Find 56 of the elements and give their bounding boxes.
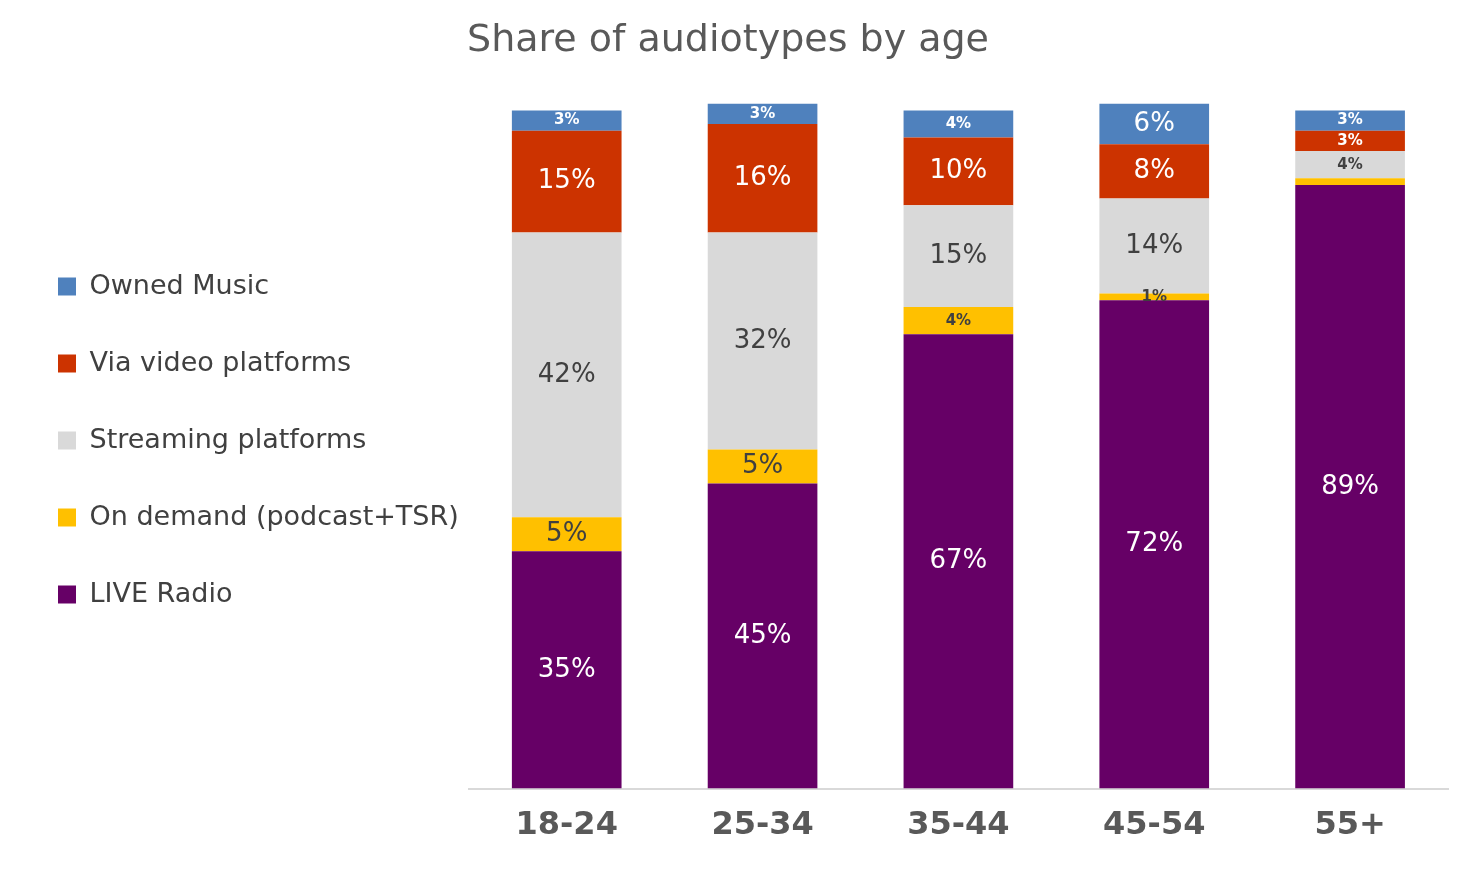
data-label: 3% bbox=[1337, 130, 1363, 149]
bar bbox=[511, 232, 622, 518]
x-tick-label: 25-34 bbox=[711, 804, 814, 843]
data-label: 5% bbox=[741, 449, 784, 480]
x-tick-label: 45-54 bbox=[1103, 804, 1206, 843]
bar bbox=[511, 551, 622, 789]
data-label: 4% bbox=[945, 113, 972, 132]
x-tick-label: 55+ bbox=[1314, 804, 1386, 843]
data-label: 4% bbox=[945, 310, 972, 329]
bar bbox=[707, 483, 818, 789]
bar bbox=[1295, 151, 1405, 179]
bar bbox=[903, 334, 1014, 789]
data-label: 72% bbox=[1125, 527, 1184, 558]
data-label: 10% bbox=[929, 154, 988, 185]
x-tick-label: 18-24 bbox=[515, 804, 618, 843]
bar bbox=[1099, 144, 1210, 199]
data-label: 6% bbox=[1133, 106, 1175, 137]
data-label: 14% bbox=[1125, 228, 1184, 259]
chart-title: Share of audiotypes by age bbox=[467, 15, 989, 60]
bar bbox=[511, 517, 622, 552]
data-label: 5% bbox=[546, 517, 588, 548]
data-label: 8% bbox=[1133, 154, 1175, 185]
bar bbox=[1295, 110, 1405, 131]
x-tick-label: 35-44 bbox=[907, 804, 1010, 843]
data-label: 16% bbox=[733, 160, 792, 191]
legend-label: On demand (podcast+TSR) bbox=[89, 499, 459, 531]
bar bbox=[903, 137, 1014, 206]
data-label: 89% bbox=[1321, 469, 1379, 500]
data-label: 42% bbox=[537, 357, 596, 388]
bar bbox=[707, 123, 818, 233]
data-label: 3% bbox=[1337, 110, 1363, 129]
bar bbox=[903, 110, 1014, 138]
bar bbox=[1295, 178, 1405, 185]
legend-label: Via video platforms bbox=[89, 345, 352, 377]
bar bbox=[511, 110, 622, 131]
data-label: 67% bbox=[929, 544, 988, 575]
data-label: 35% bbox=[537, 652, 596, 683]
bar bbox=[903, 205, 1014, 308]
bar bbox=[707, 449, 818, 484]
data-label: 32% bbox=[733, 323, 792, 354]
bar bbox=[1295, 130, 1405, 152]
data-label: 3% bbox=[553, 110, 580, 129]
data-label: 3% bbox=[749, 103, 776, 122]
data-label: 4% bbox=[1337, 154, 1363, 173]
bar bbox=[1295, 184, 1405, 789]
bar bbox=[707, 232, 818, 450]
legend-label: Streaming platforms bbox=[89, 422, 367, 454]
data-label: 45% bbox=[733, 618, 792, 649]
data-label: 15% bbox=[537, 164, 596, 195]
bar bbox=[1099, 103, 1210, 145]
bar bbox=[1099, 300, 1210, 789]
bar bbox=[903, 307, 1014, 335]
legend-label: Owned Music bbox=[89, 268, 270, 300]
legend-label: LIVE Radio bbox=[89, 576, 233, 608]
bar bbox=[511, 130, 622, 233]
data-label: 15% bbox=[929, 238, 988, 269]
